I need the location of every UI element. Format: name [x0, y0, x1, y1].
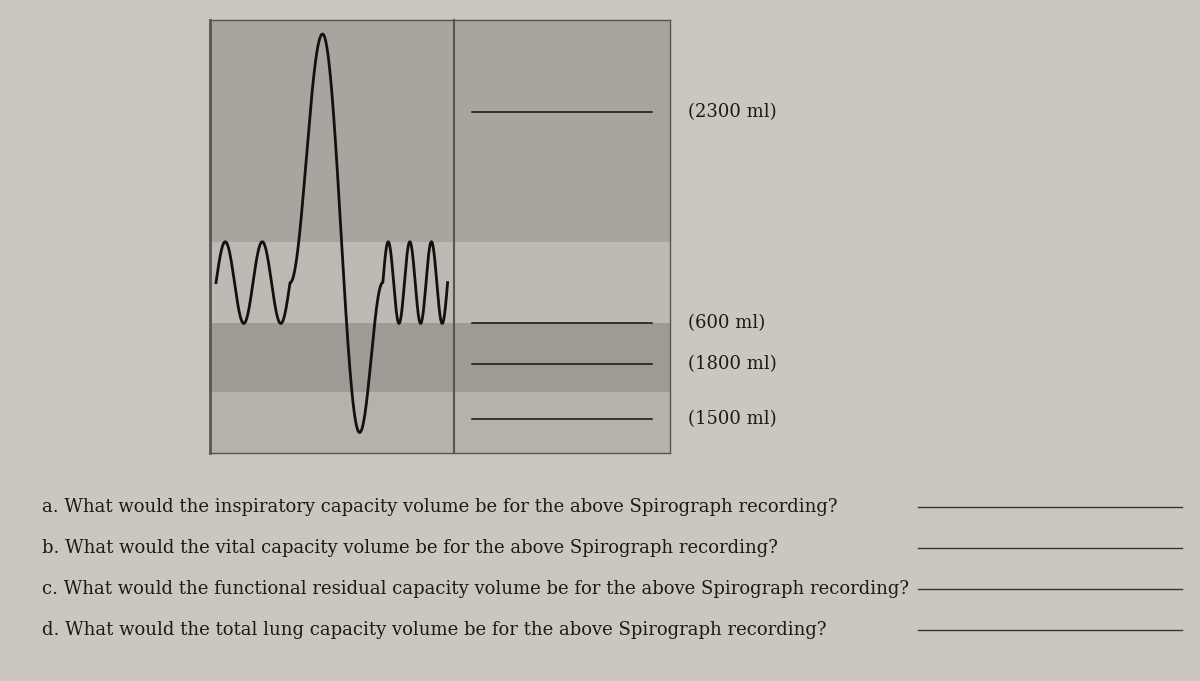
Text: (1800 ml): (1800 ml): [688, 355, 776, 373]
Text: c. What would the functional residual capacity volume be for the above Spirograp: c. What would the functional residual ca…: [42, 580, 910, 598]
Text: (2300 ml): (2300 ml): [688, 104, 776, 121]
Text: d. What would the total lung capacity volume be for the above Spirograph recordi: d. What would the total lung capacity vo…: [42, 621, 827, 639]
Text: (1500 ml): (1500 ml): [688, 410, 776, 428]
Text: a. What would the inspiratory capacity volume be for the above Spirograph record: a. What would the inspiratory capacity v…: [42, 498, 838, 516]
FancyBboxPatch shape: [210, 323, 670, 392]
FancyBboxPatch shape: [210, 392, 670, 453]
FancyBboxPatch shape: [210, 20, 670, 242]
Text: b. What would the vital capacity volume be for the above Spirograph recording?: b. What would the vital capacity volume …: [42, 539, 778, 557]
Text: (600 ml): (600 ml): [688, 315, 764, 332]
FancyBboxPatch shape: [210, 242, 670, 323]
